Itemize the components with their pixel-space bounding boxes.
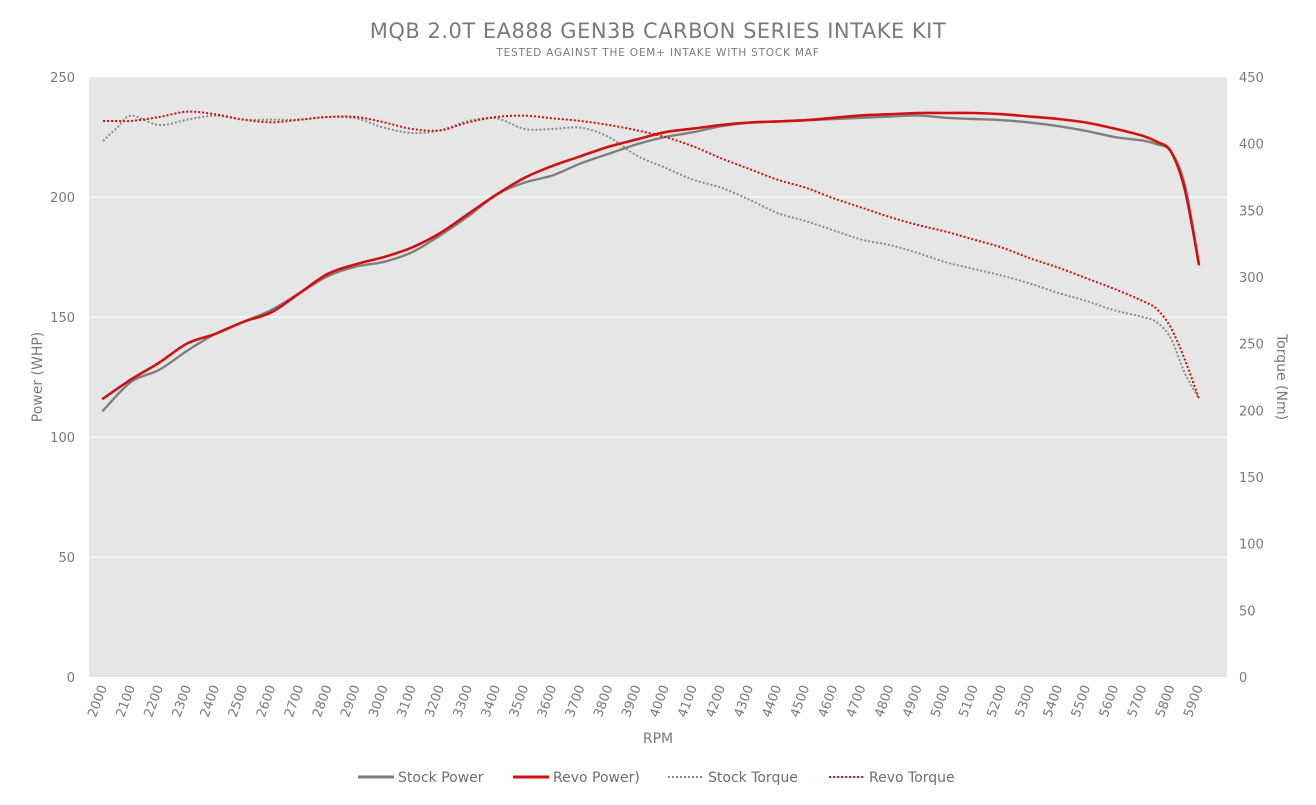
x-tick-label: 3200 [423,683,448,719]
right-axis-ticks: 0 50 100 150 200 250 300 350 400 450 [1239,71,1264,686]
x-tick-label: 4200 [704,683,729,719]
legend-item: Revo Power) [513,770,640,786]
x-tick-label: 2600 [254,683,279,719]
left-tick-label: 250 [50,71,75,86]
x-tick-label: 5900 [1181,683,1206,719]
legend-label: Stock Torque [708,770,798,786]
x-tick-label: 5600 [1097,683,1122,719]
x-tick-label: 5800 [1153,683,1178,719]
x-tick-label: 3800 [591,683,616,719]
legend-item: Revo Torque [829,770,955,786]
x-tick-label: 2100 [113,683,138,719]
x-tick-label: 5700 [1125,683,1150,719]
x-tick-label: 2500 [226,683,251,719]
legend-item: Stock Torque [668,770,798,786]
gridlines [89,76,1227,558]
x-tick-label: 4100 [675,683,700,719]
x-tick-label: 5100 [956,683,981,719]
x-tick-label: 5500 [1069,683,1094,719]
x-tick-label: 2000 [85,683,110,719]
x-tick-label: 4600 [816,683,841,719]
x-tick-label: 4000 [647,683,672,719]
legend: Stock Power Revo Power) Stock Torque Revo T… [358,770,955,786]
x-tick-label: 3400 [479,683,504,719]
right-tick-label: 450 [1239,71,1264,86]
revo-torque-line [103,110,1200,399]
plot-area [89,77,1227,677]
right-tick-label: 50 [1239,604,1256,619]
x-tick-label: 2900 [338,683,363,719]
legend-label: Revo Power) [553,770,640,786]
revo-power-line [101,111,1201,400]
x-axis-ticks: 2000 2100 2200 2300 2400 2500 2600 2700 2800 2900… [85,683,1206,719]
legend-label: Revo Torque [869,770,955,786]
left-tick-label: 150 [50,311,75,326]
right-tick-label: 150 [1239,471,1264,486]
x-tick-label: 2700 [282,683,307,719]
x-tick-label: 4300 [732,683,757,719]
x-tick-label: 2400 [198,683,223,719]
x-tick-label: 4500 [788,683,813,719]
right-tick-label: 350 [1239,204,1264,219]
chart-subtitle: TESTED AGAINST THE OEM+ INTAKE WITH STOC… [495,47,819,59]
stock-torque-line [102,114,1200,399]
x-tick-label: 5300 [1013,683,1038,719]
right-tick-label: 0 [1239,671,1247,686]
x-axis-title: RPM [643,731,673,747]
right-tick-label: 300 [1239,271,1264,286]
chart-title: MQB 2.0T EA888 GEN3B CARBON SERIES INTAK… [370,19,946,43]
x-tick-label: 4700 [844,683,869,719]
legend-label: Stock Power [398,770,484,786]
x-tick-label: 5200 [985,683,1010,719]
x-tick-label: 5000 [928,683,953,719]
x-tick-label: 3100 [394,683,419,719]
x-tick-label: 2200 [142,683,167,719]
x-tick-label: 3700 [563,683,588,719]
x-tick-label: 4900 [900,683,925,719]
x-tick-label: 4400 [760,683,785,719]
right-tick-label: 100 [1239,538,1264,553]
x-tick-label: 3900 [619,683,644,719]
right-axis-title: Torque (Nm) [1273,333,1289,420]
x-tick-label: 3500 [507,683,532,719]
x-tick-label: 3300 [451,683,476,719]
right-tick-label: 250 [1239,338,1264,353]
x-tick-label: 3600 [535,683,560,719]
left-tick-label: 100 [50,431,75,446]
x-tick-label: 2800 [310,683,335,719]
x-tick-label: 2300 [170,683,195,719]
left-tick-label: 50 [58,551,75,566]
left-tick-label: 0 [67,671,75,686]
legend-item: Stock Power [358,770,484,786]
series-layer [101,110,1201,412]
left-tick-label: 200 [50,191,75,206]
right-tick-label: 200 [1239,404,1264,419]
left-axis-ticks: 0 50 100 150 200 250 [50,71,75,686]
left-axis-title: Power (WHP) [30,332,46,423]
x-tick-label: 5400 [1041,683,1066,719]
x-tick-label: 4800 [872,683,897,719]
x-tick-label: 3000 [366,683,391,719]
right-tick-label: 400 [1239,138,1264,153]
